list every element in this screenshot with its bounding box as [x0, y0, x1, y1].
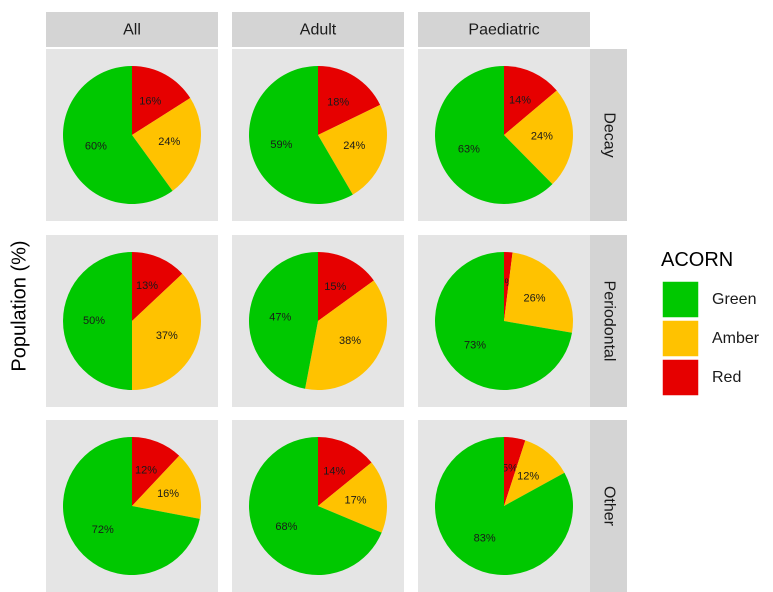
pie-slice-red [318, 437, 372, 506]
pie-slice-amber [132, 273, 201, 390]
strip-label-all: All [123, 22, 141, 39]
strip-label-other: Other [600, 486, 617, 527]
pie-slice-green [434, 252, 572, 390]
slice-label-red: 18% [327, 97, 349, 109]
pie-slice-amber [318, 462, 387, 533]
slice-label-red: 14% [509, 94, 531, 106]
pie-slice-amber [504, 90, 573, 185]
slice-label-amber: 38% [339, 335, 361, 347]
strips-layer: All Adult Paediatric Decay Periodontal Other [46, 12, 627, 592]
strip-periodontal [590, 235, 627, 407]
slice-label-amber: 26% [523, 292, 545, 304]
legend-key-green [661, 280, 700, 319]
slice-label-green: 83% [474, 533, 496, 545]
pie-slice-red [504, 66, 557, 135]
slice-label-amber: 17% [345, 495, 367, 507]
legend-label-red: Red [712, 369, 741, 386]
slice-label-green: 68% [275, 521, 297, 533]
slice-label-green: 72% [92, 524, 114, 536]
strip-label-decay: Decay [600, 112, 617, 157]
pie-slice-red [132, 252, 183, 321]
slice-label-green: 59% [270, 139, 292, 151]
slice-label-amber: 37% [156, 330, 178, 342]
slice-label-red: 12% [135, 465, 157, 477]
panel-adult-other: 14% 17% 68% [232, 420, 404, 592]
panel-all-other: 12%16% 72% [46, 420, 218, 592]
slice-label-green: 73% [464, 339, 486, 351]
pie-slice-red [318, 252, 374, 321]
pie-slice-amber [504, 440, 565, 506]
panel-all-decay: 16% 24% 60% [46, 49, 218, 221]
legend-label-amber: Amber [712, 330, 760, 347]
pie-slice-amber [318, 104, 388, 195]
panel-adult-periodontal: 15% 38% 47% [232, 235, 404, 407]
slice-label-amber: 12% [517, 471, 539, 483]
pie-slice-green [63, 437, 200, 576]
panels-layer: 16% 24% 60% 18% 24% 59% 14% 24% 63% 13% 37% 50% 15% 3… [46, 49, 590, 592]
pie-slice-green [435, 437, 574, 576]
pie-slice-red [132, 437, 180, 506]
legend: ACORN Green Amber Red [661, 249, 760, 397]
slice-label-red: 15% [324, 281, 346, 293]
pie-slice-amber [504, 252, 573, 333]
pie-slice-green [63, 252, 132, 390]
strip-other [590, 420, 627, 592]
legend-title: ACORN [661, 249, 733, 271]
legend-key-red [661, 358, 700, 397]
slice-label-amber: 24% [158, 136, 180, 148]
slice-label-red: 14% [323, 466, 345, 478]
pie-slice-red [504, 252, 513, 321]
pie-slice-amber [305, 280, 388, 391]
legend-key-amber [661, 319, 700, 358]
slice-label-red: 5% [502, 462, 518, 474]
pie-slice-red [132, 66, 191, 135]
y-axis-label: Population (%) [8, 240, 30, 371]
panel-paediatric-periodontal: 2%26%73% [418, 235, 590, 407]
pie-slice-red [318, 66, 381, 135]
pie-slice-red [504, 437, 526, 506]
strip-label-paediatric: Paediatric [468, 22, 539, 39]
pie-slice-amber [132, 455, 202, 519]
strip-all [46, 12, 218, 47]
strip-decay [590, 49, 627, 221]
pie-slice-green [62, 66, 173, 204]
panel-adult-decay: 18% 24% 59% [232, 49, 404, 221]
slice-label-amber: 16% [157, 488, 179, 500]
strip-label-adult: Adult [300, 22, 337, 39]
strip-adult [232, 12, 404, 47]
slice-label-red: 16% [139, 96, 161, 108]
slice-label-amber: 24% [531, 131, 553, 143]
panel-all-periodontal: 13% 37% 50% [46, 235, 218, 407]
pie-slice-green [248, 251, 318, 389]
slice-label-green: 50% [83, 315, 105, 327]
panel-paediatric-decay: 14% 24% 63% [418, 49, 590, 221]
pie-slice-green [248, 436, 382, 575]
panel-paediatric-other: 5%12% 83% [418, 420, 590, 592]
slice-label-green: 63% [458, 143, 480, 155]
slice-label-amber: 24% [343, 140, 365, 152]
strip-paediatric [418, 12, 590, 47]
pie-slice-green [435, 66, 553, 204]
slice-label-green: 60% [85, 141, 107, 153]
slice-label-red: 13% [136, 280, 158, 292]
slice-label-green: 47% [269, 311, 291, 323]
strip-label-periodontal: Periodontal [600, 281, 617, 362]
pie-slice-green [249, 66, 353, 205]
legend-label-green: Green [712, 291, 756, 308]
pie-slice-amber [132, 98, 201, 191]
